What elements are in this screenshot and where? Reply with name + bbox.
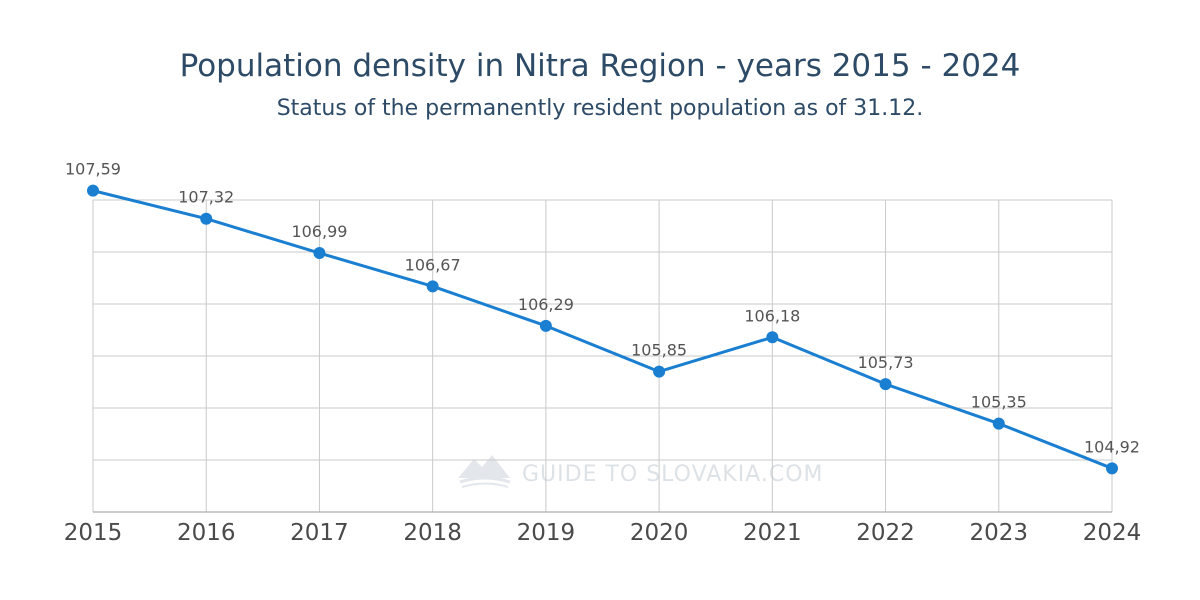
data-point [653,365,666,378]
data-label: 105,73 [858,353,914,372]
x-tick-label: 2020 [630,520,689,546]
data-label: 104,92 [1084,437,1140,456]
x-tick-label: 2021 [743,520,802,546]
data-point [879,378,892,391]
data-points [87,184,1118,475]
x-tick-label: 2024 [1083,520,1142,546]
data-point [992,417,1005,430]
data-label: 106,67 [405,255,461,274]
data-label: 105,35 [971,393,1027,412]
watermark-text: GUIDE TO SLOVAKIA.COM [522,462,824,487]
data-point [539,319,552,332]
grid [92,199,1113,513]
data-label: 107,59 [65,160,121,179]
x-tick-label: 2018 [403,520,462,546]
data-label: 107,32 [178,188,234,207]
x-tick-label: 2022 [856,520,915,546]
x-tick-label: 2023 [970,520,1029,546]
data-point [426,280,439,293]
data-label: 105,85 [631,341,687,360]
data-point [313,247,326,260]
mountain-logo-icon [458,455,511,488]
chart-subtitle: Status of the permanently resident popul… [276,96,924,121]
data-label: 106,99 [291,222,347,241]
x-tick-label: 2015 [64,520,123,546]
data-point [200,212,213,225]
chart-title: Population density in Nitra Region - yea… [179,48,1021,84]
x-tick-label: 2016 [177,520,236,546]
x-axis-ticks: 2015 2016 2017 2018 2019 2020 2021 2022 2023 2024 [64,520,1142,546]
series-line [92,189,1113,470]
data-label: 106,18 [744,306,800,325]
data-point [87,184,99,197]
data-point [766,331,779,344]
data-point [1106,462,1118,475]
data-labels: 107,59 107,32 106,99 106,67 106,29 105,85 106,… [65,160,1140,457]
x-tick-label: 2017 [290,520,349,546]
x-tick-label: 2019 [517,520,576,546]
data-label: 106,29 [518,295,574,314]
